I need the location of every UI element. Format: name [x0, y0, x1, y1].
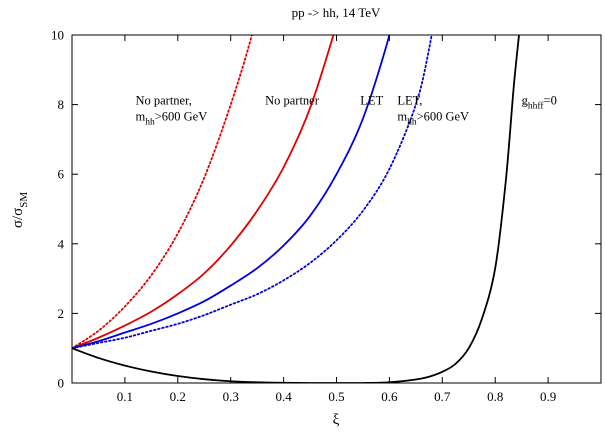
annotation-text: m — [135, 110, 145, 124]
plot-frame — [71, 34, 602, 384]
annotation-tail: =0 — [544, 94, 557, 108]
annotation-text: LET — [360, 94, 383, 108]
annotation-subscript: hhff — [528, 101, 544, 112]
y-tick-label: 4 — [58, 236, 65, 251]
annotation-label-0: No partner, — [135, 94, 191, 108]
annotation-tail: >600 GeV — [155, 110, 208, 124]
x-tick-label: 0.8 — [487, 389, 503, 404]
annotation-label-0: mhh>600 GeV — [135, 110, 207, 128]
x-tick-label: 0.4 — [275, 389, 292, 404]
series-line-2 — [72, 35, 391, 350]
series-line-1 — [72, 35, 335, 350]
x-tick-label: 0.6 — [381, 389, 398, 404]
y-axis-label-main: σ/σ — [10, 208, 26, 228]
annotation-label-3: LET, — [397, 94, 422, 108]
annotation-text: m — [397, 110, 407, 124]
annotation-label-4: ghhff=0 — [522, 94, 557, 112]
annotation-label-3: mhh>600 GeV — [397, 110, 469, 128]
annotation-subscript: hh — [407, 118, 417, 128]
series-line-0 — [72, 35, 253, 350]
annotation-tail: >600 GeV — [417, 110, 470, 124]
y-tick-label: 10 — [51, 28, 64, 43]
x-tick-label: 0.3 — [223, 389, 239, 404]
annotation-text: LET, — [397, 94, 422, 108]
annotation-text: No partner — [265, 94, 320, 108]
y-tick-label: 0 — [58, 376, 65, 391]
y-axis-label-sub: SM — [18, 192, 30, 208]
y-tick-label: 2 — [58, 306, 65, 321]
axes: 0.1 0.2 0.3 0.4 0.5 0.6 0.7 0.8 0.9 0 2 4 6 8 10 — [51, 28, 601, 404]
x-tick-label: 0.1 — [117, 389, 133, 404]
annotation-label-1: No partner — [265, 94, 320, 108]
series-line-4 — [72, 35, 520, 383]
annotation-text: No partner, — [135, 94, 191, 108]
x-axis-label: ξ — [333, 412, 340, 428]
x-tick-label: 0.9 — [540, 389, 556, 404]
x-tick-label: 0.2 — [170, 389, 186, 404]
annotation-label-2: LET — [360, 94, 383, 108]
chart-title: pp -> hh, 14 TeV — [292, 5, 381, 20]
x-tick-label: 0.7 — [434, 389, 451, 404]
x-tick-label: 0.5 — [328, 389, 344, 404]
annotation-subscript: hh — [145, 118, 155, 128]
annotation-text: g — [522, 94, 529, 108]
y-tick-label: 8 — [58, 97, 65, 112]
curves — [72, 35, 520, 383]
y-tick-label: 6 — [58, 167, 65, 182]
series-line-3 — [72, 35, 433, 350]
y-axis-label: σ/σSM — [10, 192, 30, 228]
